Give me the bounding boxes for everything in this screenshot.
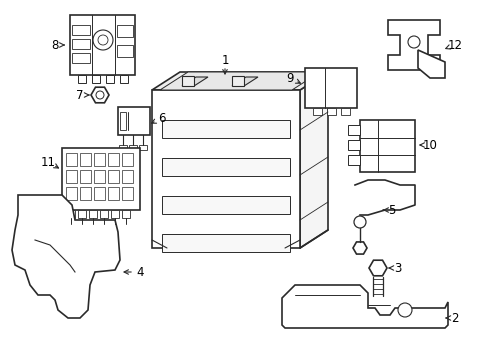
Bar: [347, 125, 359, 135]
Bar: [108, 170, 119, 183]
Bar: [94, 170, 105, 183]
Polygon shape: [160, 72, 319, 90]
Text: 9: 9: [285, 72, 293, 85]
Polygon shape: [152, 72, 327, 90]
Circle shape: [407, 36, 419, 48]
Bar: [326, 108, 335, 115]
Bar: [122, 170, 133, 183]
Text: 6: 6: [158, 112, 165, 125]
Bar: [117, 45, 133, 57]
Bar: [80, 153, 91, 166]
Polygon shape: [231, 77, 258, 86]
Text: 7: 7: [76, 89, 83, 102]
Text: 8: 8: [51, 39, 59, 51]
Bar: [72, 39, 90, 49]
Bar: [62, 148, 140, 210]
Bar: [106, 75, 114, 83]
Circle shape: [397, 303, 411, 317]
Polygon shape: [417, 50, 444, 78]
Bar: [119, 145, 127, 150]
Bar: [312, 108, 321, 115]
Bar: [152, 90, 299, 248]
Bar: [67, 210, 75, 218]
Bar: [78, 210, 86, 218]
Text: 4: 4: [136, 266, 143, 279]
Bar: [108, 187, 119, 200]
Text: 1: 1: [221, 54, 228, 67]
Bar: [122, 210, 130, 218]
Bar: [139, 145, 147, 150]
Text: 11: 11: [41, 156, 55, 168]
Bar: [162, 120, 289, 138]
Bar: [70, 15, 135, 75]
Polygon shape: [387, 20, 439, 70]
Bar: [162, 196, 289, 214]
Circle shape: [98, 35, 108, 45]
Bar: [117, 25, 133, 37]
Polygon shape: [299, 72, 327, 248]
Bar: [111, 210, 119, 218]
Bar: [231, 76, 244, 86]
Bar: [122, 153, 133, 166]
Bar: [66, 153, 77, 166]
Circle shape: [353, 216, 365, 228]
Bar: [120, 112, 126, 130]
Bar: [94, 153, 105, 166]
Polygon shape: [182, 77, 207, 86]
Bar: [72, 53, 90, 63]
Bar: [359, 120, 414, 172]
Text: 3: 3: [393, 261, 401, 275]
Circle shape: [96, 91, 104, 99]
Circle shape: [93, 30, 113, 50]
Text: 12: 12: [447, 39, 462, 51]
Bar: [66, 187, 77, 200]
Polygon shape: [12, 195, 120, 318]
Bar: [120, 75, 128, 83]
Bar: [118, 107, 150, 135]
Text: 10: 10: [422, 139, 437, 152]
Text: 5: 5: [387, 203, 395, 216]
Bar: [100, 210, 108, 218]
Bar: [162, 234, 289, 252]
Bar: [108, 153, 119, 166]
Bar: [89, 210, 97, 218]
Bar: [66, 170, 77, 183]
Bar: [129, 145, 137, 150]
Bar: [182, 76, 194, 86]
Bar: [80, 170, 91, 183]
Bar: [305, 68, 356, 108]
Bar: [78, 75, 86, 83]
Bar: [92, 75, 100, 83]
Bar: [347, 155, 359, 165]
Bar: [72, 25, 90, 35]
Text: 2: 2: [450, 311, 458, 324]
Polygon shape: [282, 285, 447, 328]
Bar: [80, 187, 91, 200]
Bar: [340, 108, 349, 115]
Bar: [347, 140, 359, 150]
Bar: [162, 158, 289, 176]
Bar: [94, 187, 105, 200]
Bar: [122, 187, 133, 200]
